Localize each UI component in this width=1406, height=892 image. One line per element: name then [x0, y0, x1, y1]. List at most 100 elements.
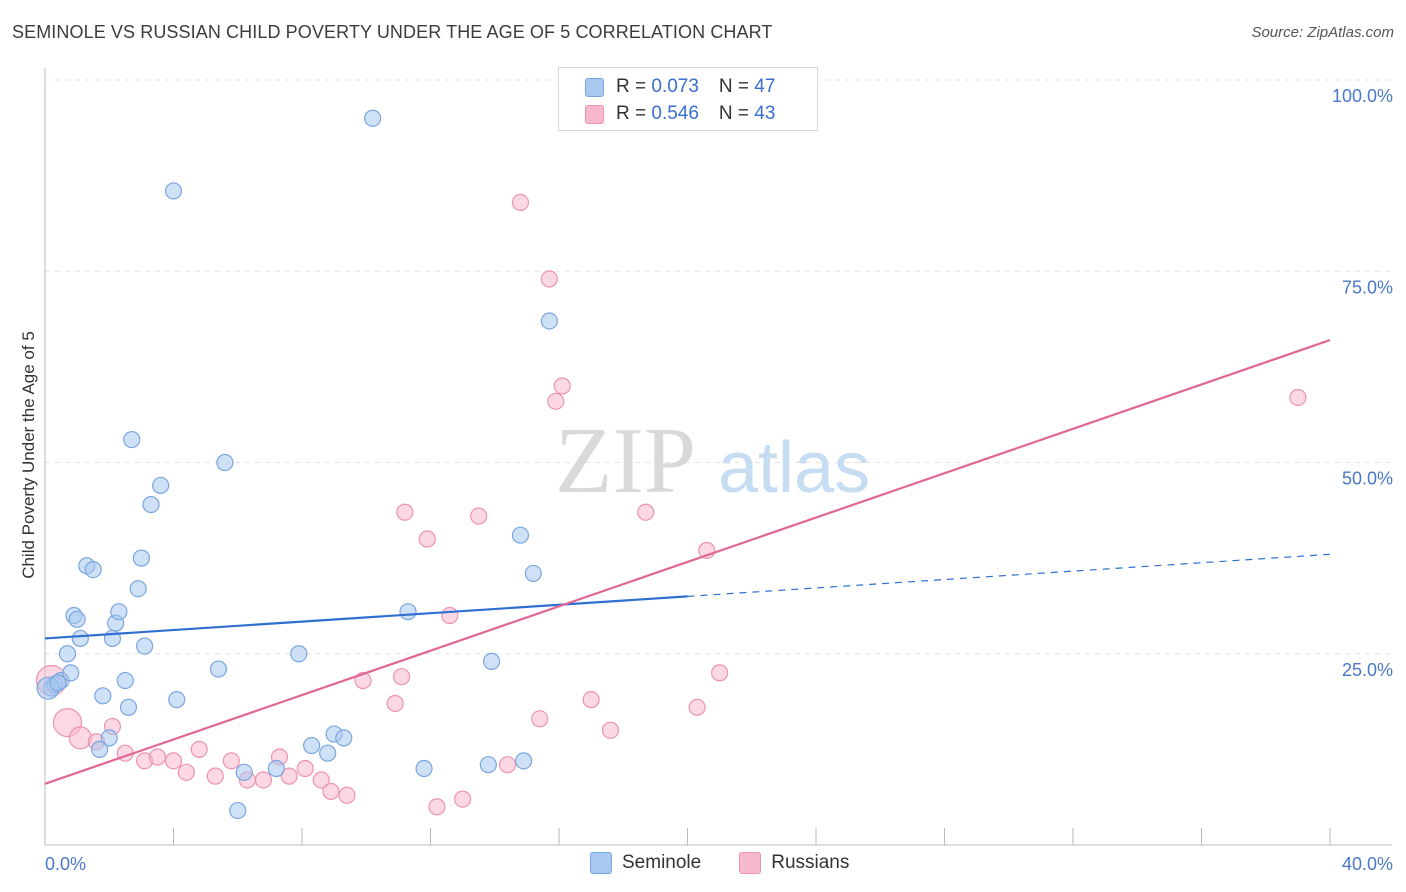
seminole-point-46 — [49, 674, 67, 692]
y-axis-label: Child Poverty Under the Age of 5 — [19, 331, 38, 579]
y-tick-label-50: 50.0% — [1342, 469, 1393, 489]
seminole-point-29 — [235, 763, 253, 781]
seminole-trend-extension — [687, 553, 1331, 597]
russians-point-26 — [428, 798, 446, 816]
russians-point-39 — [688, 698, 706, 716]
chart-title: SEMINOLE VS RUSSIAN CHILD POVERTY UNDER … — [12, 22, 773, 42]
russians-point-2 — [68, 726, 92, 750]
russians-point-11 — [206, 767, 224, 785]
russians-n-label: N = — [718, 103, 755, 124]
seminole-point-22 — [142, 495, 160, 514]
seminole-point-36 — [364, 109, 382, 127]
legend-item-seminole: Seminole — [590, 852, 701, 874]
russians-points — [35, 193, 1307, 816]
russians-trend-line — [44, 339, 1331, 785]
trend-lines — [44, 339, 1331, 785]
x-tick-label-max: 40.0% — [1342, 854, 1393, 874]
seminole-point-42 — [511, 526, 530, 544]
russians-legend-swatch — [739, 852, 762, 874]
seminole-point-41 — [515, 752, 533, 770]
legend-row-seminole: R = 0.073 N = 47 — [585, 75, 775, 99]
seminole-point-21 — [135, 637, 154, 655]
russians-point-14 — [254, 771, 273, 789]
russians-point-36 — [582, 691, 600, 709]
seminole-point-23 — [152, 476, 170, 495]
seminole-point-33 — [319, 744, 337, 762]
russians-point-24 — [396, 503, 414, 521]
watermark-atlas: atlas — [718, 428, 870, 508]
russians-point-35 — [553, 377, 571, 395]
source-label: Source: ZipAtlas.com — [1251, 24, 1394, 41]
russians-n-value: 43 — [754, 103, 776, 124]
seminole-point-26 — [209, 660, 228, 678]
seminole-point-9 — [84, 560, 102, 579]
seminole-point-24 — [164, 182, 183, 200]
russians-point-9 — [177, 763, 195, 781]
seminole-swatch — [585, 77, 604, 97]
seminole-r-label: R = — [616, 76, 652, 97]
tick-labels: 25.0% 50.0% 75.0% 100.0% 0.0% 40.0% — [45, 86, 1393, 874]
legend-item-russians: Russians — [739, 852, 849, 874]
seminole-points — [36, 109, 558, 820]
russians-point-25 — [418, 530, 436, 548]
russians-point-20 — [338, 786, 356, 804]
seminole-point-25 — [168, 691, 186, 709]
seminole-trend-line — [44, 595, 688, 640]
seminole-point-15 — [110, 603, 128, 621]
russians-point-27 — [441, 606, 459, 625]
series-legend: Seminole Russians — [590, 852, 887, 874]
watermark: ZIP atlas — [555, 409, 870, 513]
seminole-point-7 — [71, 629, 89, 648]
seminole-point-27 — [216, 453, 234, 472]
russians-swatch — [585, 104, 604, 124]
x-tick-label-min: 0.0% — [45, 854, 86, 874]
seminole-point-43 — [524, 564, 542, 583]
russians-point-34 — [547, 392, 565, 410]
seminole-point-11 — [100, 729, 118, 747]
seminole-point-6 — [68, 610, 86, 628]
seminole-point-28 — [229, 801, 247, 820]
seminole-point-17 — [119, 698, 138, 716]
seminole-point-3 — [58, 645, 77, 663]
seminole-point-32 — [303, 736, 321, 755]
russians-point-18 — [312, 771, 330, 789]
russians-r-label: R = — [616, 103, 652, 124]
legend-row-russians: R = 0.546 N = 43 — [585, 102, 775, 126]
russians-point-37 — [601, 721, 620, 739]
russians-point-23 — [392, 668, 411, 686]
y-tick-label-25: 25.0% — [1342, 660, 1393, 680]
watermark-zip: ZIP — [555, 409, 696, 513]
seminole-r-value: 0.073 — [651, 76, 699, 97]
correlation-legend: R = 0.073 N = 47 R = 0.546 N = 43 — [558, 67, 818, 131]
seminole-point-10 — [94, 687, 112, 705]
russians-point-8 — [164, 752, 183, 770]
seminole-point-35 — [335, 729, 353, 747]
seminole-point-31 — [290, 645, 308, 663]
seminole-point-44 — [540, 312, 558, 330]
seminole-point-4 — [62, 664, 80, 682]
russians-point-19 — [322, 782, 340, 801]
seminole-point-20 — [132, 549, 150, 567]
seminole-n-value: 47 — [754, 76, 776, 97]
gridlines — [45, 79, 1392, 655]
y-tick-label-100: 100.0% — [1332, 86, 1393, 106]
russians-point-17 — [296, 759, 314, 778]
seminole-legend-label: Seminole — [622, 852, 702, 873]
russians-point-29 — [470, 507, 488, 525]
russians-point-28 — [454, 790, 472, 808]
axes — [44, 68, 1392, 846]
seminole-point-18 — [123, 430, 141, 449]
seminole-point-38 — [415, 759, 433, 778]
russians-point-31 — [511, 193, 530, 211]
russians-point-32 — [531, 710, 549, 728]
seminole-point-30 — [267, 759, 285, 778]
russians-point-7 — [148, 748, 167, 766]
seminole-point-39 — [479, 756, 497, 774]
seminole-point-16 — [116, 671, 134, 690]
seminole-point-19 — [129, 580, 147, 598]
russians-point-38 — [637, 503, 655, 521]
seminole-legend-swatch — [590, 852, 612, 874]
russians-point-42 — [1289, 388, 1307, 407]
russians-point-30 — [499, 756, 517, 774]
